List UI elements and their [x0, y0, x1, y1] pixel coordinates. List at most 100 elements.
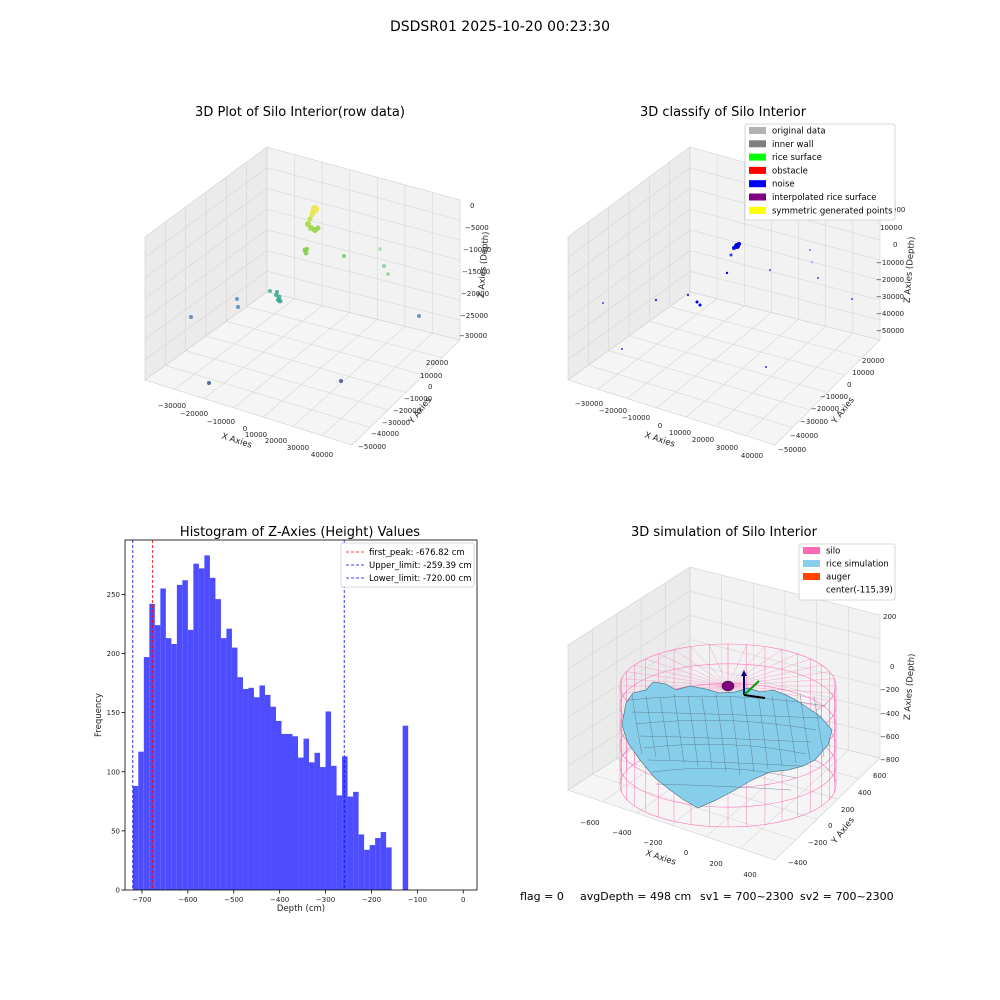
- raw-xtick: −10000: [207, 418, 235, 426]
- simulation-legend-label: center(-115,39): [826, 586, 893, 596]
- raw-ztick: −15000: [462, 268, 490, 276]
- histogram-legend-label: Upper_limit: -259.39 cm: [369, 561, 472, 571]
- histogram-bar: [314, 752, 321, 890]
- histogram-xtick-label: −700: [132, 896, 151, 904]
- raw-point: [207, 381, 211, 385]
- classify-ztick: −10000: [876, 259, 904, 267]
- rice-mesh-line: [743, 697, 755, 773]
- raw-xtick: 20000: [265, 437, 287, 445]
- silo-spoke: [727, 653, 798, 687]
- histogram-bar: [259, 685, 265, 890]
- simulation-xtick: −600: [580, 819, 599, 827]
- silo-spoke: [727, 685, 835, 694]
- classify-xtick: 10000: [669, 429, 691, 437]
- raw-ztick: −30000: [459, 332, 487, 340]
- simulation-title: 3D simulation of Silo Interior: [631, 525, 818, 540]
- raw-point: [382, 264, 386, 268]
- simulation-legend-frame: [798, 543, 896, 601]
- raw-xtick: 30000: [287, 444, 309, 452]
- classify-points: [602, 242, 853, 368]
- histogram-bar: [353, 791, 359, 890]
- classify-ztick: −20000: [876, 276, 904, 284]
- histogram-xtick-label: −500: [224, 896, 243, 904]
- rice-mesh-line: [631, 711, 822, 719]
- rice-mesh-line: [687, 695, 699, 767]
- simulation-ylabel: Y Axies: [829, 815, 857, 847]
- simulation-ytick: 0: [828, 822, 832, 830]
- classify-legend-label: symmetric generated points: [772, 206, 893, 216]
- raw-ztick: −25000: [460, 312, 488, 320]
- histogram-title: Histogram of Z-Axies (Height) Values: [180, 525, 420, 540]
- classify-point: [769, 269, 771, 271]
- figure-suptitle: DSDSR01 2025-10-20 00:23:30: [390, 19, 610, 35]
- histogram-xticks: −700 −600 −500 −400 −300 −200 −100 0: [132, 890, 465, 904]
- rice-mesh-line: [627, 695, 827, 707]
- histogram-xtick-label: −600: [178, 896, 197, 904]
- raw-xtick: −30000: [158, 402, 186, 410]
- classify-ytick: 10000: [852, 369, 874, 377]
- rice-mesh-line: [813, 695, 825, 758]
- histogram-bar: [182, 580, 188, 890]
- raw-point: [342, 254, 346, 258]
- histogram-bar: [154, 625, 161, 890]
- silo-spoke: [690, 646, 729, 687]
- rice-mesh-line: [645, 695, 657, 758]
- rice-mesh-line: [757, 693, 769, 770]
- histogram-bar: [160, 588, 166, 890]
- rice-mesh-line: [659, 697, 671, 761]
- histogram-bar: [198, 568, 205, 890]
- auger-axis-x: [743, 694, 766, 699]
- classify-legend-frame: [744, 123, 896, 221]
- raw-zlabel: Z Axies (Depth): [477, 231, 492, 298]
- classify-xtick: 30000: [716, 444, 738, 452]
- histogram-bars: [132, 555, 409, 890]
- histogram-bar: [165, 638, 172, 890]
- classify-legend-label: interpolated rice surface: [772, 193, 877, 203]
- raw-ytick: 10000: [420, 372, 442, 380]
- classify-point: [602, 302, 604, 304]
- simulation-xtick: 400: [743, 871, 756, 879]
- raw-xtick: 40000: [311, 451, 333, 459]
- grid-line: [669, 306, 863, 358]
- histogram-bar: [220, 638, 227, 890]
- silo-spoke: [634, 664, 729, 687]
- classify-point: [729, 253, 733, 257]
- rice-mesh-line: [655, 783, 792, 791]
- rice-mesh-line: [715, 693, 727, 773]
- histogram-ytick-label: 0: [116, 887, 120, 895]
- classify-xtick: −20000: [599, 407, 627, 415]
- raw-ztick: 0: [470, 202, 474, 210]
- classify-zlabel: Z Axies (Depth): [903, 236, 918, 303]
- raw-xtick: 10000: [245, 431, 267, 439]
- silo-spoke: [673, 649, 729, 687]
- raw-point: [274, 293, 278, 297]
- simulation-ytick: 400: [858, 789, 871, 797]
- classify-point: [686, 293, 690, 297]
- grid-line: [608, 350, 811, 411]
- histogram-bar: [215, 599, 221, 890]
- raw-point: [378, 247, 382, 251]
- grid-line: [205, 335, 407, 393]
- rice-mesh-line: [631, 693, 643, 755]
- classify-legend-label: inner wall: [772, 140, 813, 150]
- silo-spoke: [727, 649, 783, 687]
- grid-line: [185, 350, 389, 411]
- classify-legend-swatch: [749, 140, 766, 148]
- raw-point: [386, 272, 390, 276]
- simulation-xlabel: X Axies: [644, 848, 677, 867]
- rice-mesh-line: [771, 695, 783, 767]
- classify-ytick: −20000: [811, 405, 839, 413]
- raw-ytick: 20000: [426, 359, 448, 367]
- classify-ytick: −10000: [820, 393, 848, 401]
- classify-point: [765, 366, 767, 368]
- grid-line: [226, 321, 425, 376]
- raw-xtick: −20000: [180, 410, 208, 418]
- raw-xtick: 0: [243, 425, 247, 433]
- histogram-ytick-label: 100: [107, 768, 120, 776]
- grid-line: [588, 365, 793, 428]
- rice-mesh-line: [673, 693, 685, 764]
- classify-ytick: −30000: [800, 418, 828, 426]
- histogram-bar: [193, 563, 199, 890]
- rice-mesh-line: [729, 695, 741, 776]
